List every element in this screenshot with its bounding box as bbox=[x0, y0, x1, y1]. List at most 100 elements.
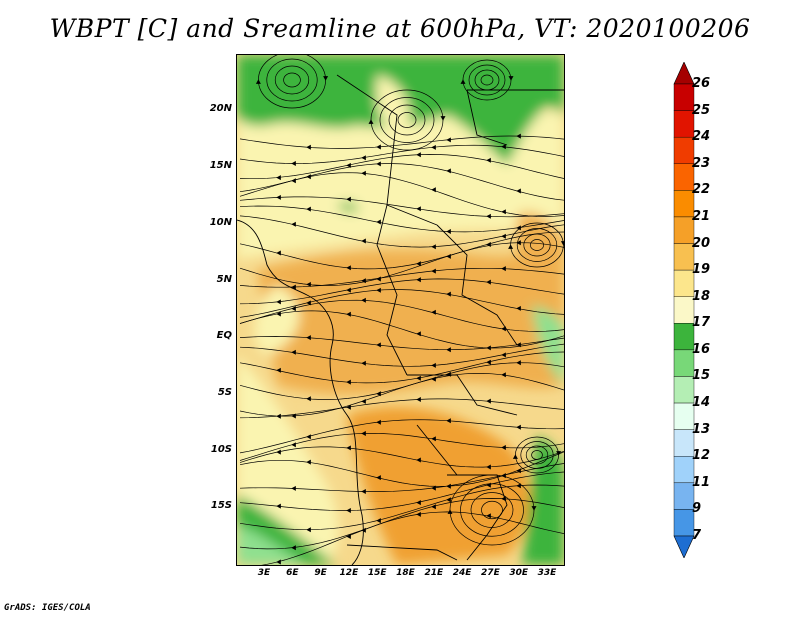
grads-credit: GrADS: IGES/COLA bbox=[4, 603, 91, 613]
map-panel bbox=[236, 54, 565, 566]
colorbar-segment bbox=[673, 163, 695, 191]
x-tick-label: 15E bbox=[367, 568, 387, 578]
streamline bbox=[239, 242, 564, 286]
streamline-arrow bbox=[516, 240, 521, 246]
streamline-arrow bbox=[376, 342, 381, 348]
streamline-arrow bbox=[276, 559, 281, 565]
colorbar-label: 9 bbox=[692, 501, 702, 517]
streamline-arrow bbox=[323, 76, 329, 81]
streamline-arrow bbox=[516, 342, 521, 348]
y-tick-label: 10S bbox=[210, 444, 232, 455]
streamline-arrow bbox=[431, 504, 436, 510]
colorbar-segment bbox=[673, 349, 695, 377]
colorbar-segment bbox=[673, 83, 695, 111]
streamline-arrow bbox=[306, 281, 311, 287]
colorbar-label: 18 bbox=[692, 288, 711, 304]
streamline-arrow bbox=[501, 326, 506, 332]
streamline-arrow bbox=[276, 194, 281, 200]
x-tick-label: 9E bbox=[314, 568, 327, 578]
y-tick-label: EQ bbox=[216, 330, 232, 341]
streamline-arrow bbox=[431, 362, 436, 368]
streamline-arrow bbox=[306, 434, 311, 440]
streamline-arrow bbox=[460, 79, 466, 84]
y-tick-label: 20N bbox=[209, 103, 232, 114]
streamline-arrow bbox=[376, 475, 381, 481]
streamline-arrow bbox=[346, 265, 351, 271]
streamline-arrow bbox=[446, 347, 451, 353]
streamline-arrow bbox=[446, 418, 451, 424]
streamline-arrow bbox=[368, 119, 374, 124]
streamline-arrow bbox=[306, 396, 311, 402]
streamline-arrow bbox=[486, 398, 491, 404]
streamline-arrow bbox=[361, 170, 366, 176]
streamline-arrow bbox=[361, 297, 366, 303]
y-tick-label: 15N bbox=[209, 160, 232, 171]
colorbar-label: 15 bbox=[692, 368, 711, 384]
streamline-arrow bbox=[276, 367, 281, 373]
streamline-arrow bbox=[306, 206, 311, 212]
streamline-arrow bbox=[291, 221, 296, 227]
streamline-eddy bbox=[530, 239, 544, 251]
colorbar-segment bbox=[673, 402, 695, 430]
x-tick-label: 12E bbox=[339, 568, 359, 578]
streamline-arrow bbox=[501, 266, 506, 272]
streamline-arrow bbox=[431, 309, 436, 315]
streamline-arrow bbox=[516, 483, 521, 489]
streamline-eddy bbox=[266, 58, 318, 102]
streamline-eddy bbox=[531, 450, 543, 460]
streamline-arrow bbox=[508, 244, 514, 249]
streamline-arrow bbox=[440, 116, 446, 121]
y-tick-label: 10N bbox=[209, 217, 232, 228]
streamline-eddy bbox=[274, 65, 310, 95]
streamline-arrow bbox=[516, 188, 521, 194]
streamline-arrow bbox=[291, 306, 296, 312]
streamline-arrow bbox=[376, 391, 381, 397]
streamline-arrow bbox=[361, 238, 366, 244]
streamline-arrow bbox=[501, 233, 506, 239]
colorbar-label: 16 bbox=[692, 341, 711, 357]
streamline-arrow bbox=[291, 545, 296, 551]
streamline-arrow bbox=[361, 431, 366, 436]
streamline bbox=[239, 231, 564, 270]
streamline-arrow bbox=[291, 178, 296, 184]
colorbar-label: 17 bbox=[692, 315, 711, 331]
streamline-arrow bbox=[361, 360, 366, 366]
streamline-arrow bbox=[446, 229, 451, 234]
colorbar-segment bbox=[673, 136, 695, 164]
streamline-arrow bbox=[306, 459, 311, 465]
streamline-eddy bbox=[480, 74, 494, 86]
streamline-arrow bbox=[416, 375, 421, 381]
x-tick-label: 24E bbox=[452, 568, 472, 578]
colorbar-segment bbox=[673, 482, 695, 510]
streamline-eddy bbox=[481, 500, 503, 520]
colorbar-label: 22 bbox=[692, 182, 711, 198]
streamline-arrow bbox=[556, 451, 562, 456]
streamline-eddy bbox=[468, 64, 506, 96]
streamline-arrow bbox=[416, 277, 421, 283]
x-tick-label: 6E bbox=[286, 568, 299, 578]
streamline-arrow bbox=[306, 300, 311, 306]
streamline-arrow bbox=[486, 359, 491, 365]
streamline-arrow bbox=[361, 489, 366, 494]
streamline-eddy bbox=[525, 445, 549, 465]
wbpt-streamline-map bbox=[237, 55, 564, 565]
colorbar-segment bbox=[673, 429, 695, 457]
streamline-arrow bbox=[346, 404, 351, 410]
streamline-eddy bbox=[379, 97, 435, 143]
streamline-arrow bbox=[486, 464, 491, 470]
colorbar-label: 23 bbox=[692, 155, 711, 171]
streamline-arrow bbox=[446, 253, 451, 259]
streamline-arrow bbox=[516, 305, 521, 311]
streamline-arrow bbox=[346, 508, 351, 513]
streamline-arrow bbox=[431, 376, 436, 382]
colorbar-label: 7 bbox=[692, 528, 702, 543]
streamline bbox=[239, 135, 564, 149]
streamline bbox=[239, 336, 564, 351]
streamline-arrow bbox=[431, 436, 436, 442]
streamline-arrow bbox=[416, 261, 421, 267]
colorbar-top-arrow bbox=[673, 62, 695, 85]
colorbar-label: 26 bbox=[692, 76, 711, 91]
streamline-arrow bbox=[512, 454, 518, 459]
streamline-arrow bbox=[291, 413, 296, 419]
streamline-eddy bbox=[283, 72, 301, 88]
